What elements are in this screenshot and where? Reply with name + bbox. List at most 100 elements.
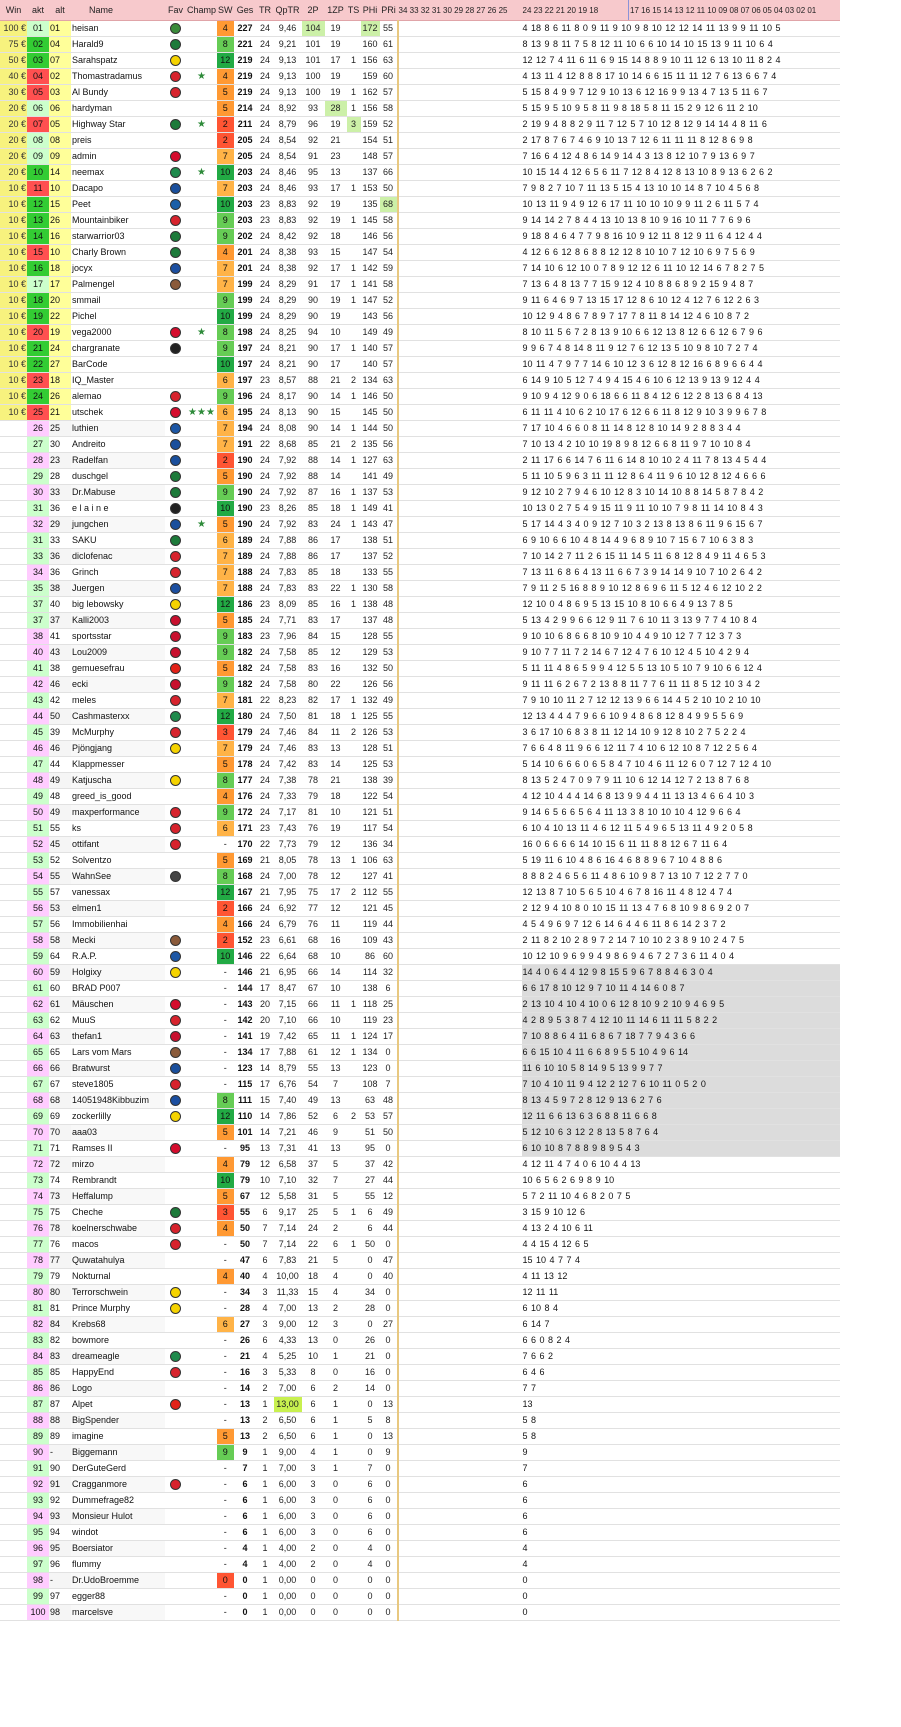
header-akt[interactable]: akt	[27, 0, 49, 21]
table-row[interactable]: 79 79 Nokturnal 4 40 4 10,00 18 4 0 40 4 11 13 12	[0, 1268, 840, 1285]
table-row[interactable]: 50 49 maxperformance 9 172 24 7,17 81 10 121 51 9 1…	[0, 804, 840, 821]
table-row[interactable]: 53 52 Solventzo 5 169 21 8,05 78 13 1 106 63 5 19 11…	[0, 852, 840, 869]
header-phi[interactable]: PHi	[360, 0, 380, 21]
table-row[interactable]: 60 59 Holgixy -146 21 6,95 66 14 114 32 14 4 0 6 4…	[0, 964, 840, 981]
table-row[interactable]: 32 29 jungchen ★ 5 190 24 7,92 83 24 1 143 47 5 17 14…	[0, 516, 840, 533]
player-name[interactable]: 14051948Kibbuzim	[71, 1092, 165, 1109]
player-name[interactable]: Grinch	[71, 564, 165, 581]
table-row[interactable]: 26 25 luthien 7 194 24 8,08 90 14 1 144 50 7 17 10 4…	[0, 420, 840, 437]
table-row[interactable]: 38 41 sportsstar 9 183 23 7,96 84 15 128 55 9 10 10…	[0, 628, 840, 645]
table-row[interactable]: 10 €25 21 utschek ★★★ 6 195 24 8,13 90 15 145 50 6 1…	[0, 404, 840, 421]
player-name[interactable]: Radelfan	[71, 452, 165, 469]
player-name[interactable]: Nokturnal	[71, 1268, 165, 1285]
player-name[interactable]: Boersiator	[71, 1540, 165, 1557]
table-row[interactable]: 100 98 marcelsve -0 1 0,00 0 0 0 0 0	[0, 1604, 840, 1621]
player-name[interactable]: egger88	[71, 1588, 165, 1605]
player-name[interactable]: Terrorschwein	[71, 1284, 165, 1301]
table-row[interactable]: 74 73 Heffalump 5 67 12 5,58 31 5 55 12 5 7 2 11 10…	[0, 1188, 840, 1205]
table-row[interactable]: 20 €10 14 neemax ★ 10 203 24 8,46 95 13 137 66 10 15…	[0, 164, 840, 181]
player-name[interactable]: e l a i n e	[71, 500, 165, 517]
player-name[interactable]: vanessax	[71, 884, 165, 901]
table-row[interactable]: 62 61 Mäuschen -143 20 7,15 66 11 1 118 25 2 13 10 …	[0, 996, 840, 1013]
player-name[interactable]: jungchen	[71, 516, 165, 533]
player-name[interactable]: Rembrandt	[71, 1172, 165, 1189]
table-row[interactable]: 67 67 steve1805-115 17 6,76 54 7 108 7 7 10 4 10 …	[0, 1076, 840, 1093]
player-name[interactable]: Al Bundy	[71, 84, 165, 101]
table-row[interactable]: 48 49 Katjuscha 8 177 24 7,38 78 21 138 39 8 13 5 2…	[0, 772, 840, 789]
table-row[interactable]: 98- Dr.UdoBroemme 0 0 1 0,00 0 0 0 0 0	[0, 1572, 840, 1589]
table-row[interactable]: 10 €13 26 Mountainbiker 9 203 23 8,83 92 19 1 145 5…	[0, 212, 840, 229]
player-name[interactable]: starwarrior03	[71, 228, 165, 245]
table-row[interactable]: 83 82 bowmore -26 6 4,33 13 0 26 0 6 6 0 8 2 4	[0, 1332, 840, 1349]
table-row[interactable]: 10 €18 20 smmail 9 199 24 8,29 90 19 1 147 52 9 11 6…	[0, 292, 840, 309]
player-name[interactable]: Lars vom Mars	[71, 1044, 165, 1061]
player-name[interactable]: Highway Star	[71, 116, 165, 133]
player-name[interactable]: ecki	[71, 676, 165, 693]
table-row[interactable]: 68 68 14051948Kibbuzim 8 111 15 7,40 49 13 63 48 8 …	[0, 1092, 840, 1109]
table-row[interactable]: 47 44 Klappmesser 5 178 24 7,42 83 14 125 53 5 14 1…	[0, 756, 840, 773]
table-row[interactable]: 31 36 e l a i n e 10 190 23 8,26 85 18 1 149 41 10 1…	[0, 500, 840, 517]
table-row[interactable]: 42 46 ecki 9 182 24 7,58 80 22 126 56 9 11 11 6 2 6…	[0, 676, 840, 693]
player-name[interactable]: Palmengel	[71, 276, 165, 293]
table-row[interactable]: 34 36 Grinch 7 188 24 7,83 85 18 133 55 7 13 11 6 8…	[0, 564, 840, 581]
table-row[interactable]: 10 €16 18 jocyx 7 201 24 8,38 92 17 1 142 59 7 14 10…	[0, 260, 840, 277]
table-row[interactable]: 49 48 greed_is_good 4 176 24 7,33 79 18 122 54 4 12…	[0, 788, 840, 805]
table-row[interactable]: 92 91 Cragganmore -6 1 6,00 3 0 6 0 6	[0, 1476, 840, 1493]
table-row[interactable]: 82 84 Krebs68 6 27 3 9,00 12 3 0 27 6 14 7	[0, 1316, 840, 1333]
player-name[interactable]: steve1805	[71, 1076, 165, 1093]
table-row[interactable]: 64 63 thefan1-141 19 7,42 65 11 1 124 17 7 10 8 8 …	[0, 1028, 840, 1045]
table-row[interactable]: 51 55 ks 6 171 23 7,43 76 19 117 54 6 10 4 10 13 11…	[0, 820, 840, 837]
player-name[interactable]: sportsstar	[71, 628, 165, 645]
player-name[interactable]: ks	[71, 820, 165, 837]
player-name[interactable]: Quwatahulya	[71, 1252, 165, 1269]
player-name[interactable]: vega2000	[71, 324, 165, 341]
player-name[interactable]: Thomastradamus	[71, 68, 165, 85]
table-row[interactable]: 61 60 BRAD P007-144 17 8,47 67 10 138 6 6 6 17 8 …	[0, 980, 840, 997]
player-name[interactable]: Lou2009	[71, 644, 165, 661]
table-row[interactable]: 91 90 DerGuteGerd -7 1 7,00 3 1 7 0 7	[0, 1460, 840, 1477]
table-row[interactable]: 10 €11 10 Dacapo 7 203 24 8,46 93 17 1 153 50 7 9 8 …	[0, 180, 840, 197]
table-row[interactable]: 59 64 R.A.P. 10 146 22 6,64 68 10 86 60 10 12 10 9 …	[0, 948, 840, 965]
player-name[interactable]: Heffalump	[71, 1188, 165, 1205]
player-name[interactable]: Prince Murphy	[71, 1300, 165, 1317]
table-row[interactable]: 99 97 egger88-0 1 0,00 0 0 0 0 0	[0, 1588, 840, 1605]
player-name[interactable]: Andreito	[71, 436, 165, 453]
player-name[interactable]: flummy	[71, 1556, 165, 1573]
table-row[interactable]: 20 €09 09 admin 7 205 24 8,54 91 23 148 57 7 16 6 4…	[0, 148, 840, 165]
player-name[interactable]: admin	[71, 148, 165, 165]
table-row[interactable]: 89 89 imagine 5 13 2 6,50 6 1 0 13 5 8	[0, 1428, 840, 1445]
table-row[interactable]: 52 45 ottifant -170 22 7,73 79 12 136 34 16 0 6 6 …	[0, 836, 840, 853]
header-fav[interactable]: Fav	[165, 0, 186, 21]
table-row[interactable]: 100 €01 01 heisan 4 227 24 9,46 104 19 172 55 4 18 …	[0, 20, 840, 37]
player-name[interactable]: Pjöngjang	[71, 740, 165, 757]
header-name[interactable]: Name	[71, 0, 165, 21]
table-row[interactable]: 10 €23 18 IQ_Master 6 197 23 8,57 88 21 2 134 63 6 1…	[0, 372, 840, 389]
table-row[interactable]: 57 56 Immobilienhai 4 166 24 6,79 76 11 119 44 4 5 …	[0, 916, 840, 933]
player-name[interactable]: alemao	[71, 388, 165, 405]
player-name[interactable]: gemuesefrau	[71, 660, 165, 677]
player-name[interactable]: greed_is_good	[71, 788, 165, 805]
table-row[interactable]: 40 €04 02 Thomastradamus ★ 4 219 24 9,13 100 19 15…	[0, 68, 840, 85]
player-name[interactable]: McMurphy	[71, 724, 165, 741]
table-row[interactable]: 86 86 Logo -14 2 7,00 6 2 14 0 7 7	[0, 1380, 840, 1397]
player-name[interactable]: Harald9	[71, 36, 165, 53]
table-row[interactable]: 71 71 Ramses II -95 13 7,31 41 13 95 0 6 10 10 8 7…	[0, 1140, 840, 1157]
player-name[interactable]: IQ_Master	[71, 372, 165, 389]
table-row[interactable]: 78 77 Quwatahulya -47 6 7,83 21 5 0 47 15 10 4 7 7…	[0, 1252, 840, 1269]
player-name[interactable]: Logo	[71, 1380, 165, 1397]
table-row[interactable]: 88 88 BigSpender -13 2 6,50 6 1 5 8 5 8	[0, 1412, 840, 1429]
table-row[interactable]: 69 69 zockerlilly 12 110 14 7,86 52 6 2 53 57 12 11 …	[0, 1108, 840, 1125]
player-name[interactable]: Mountainbiker	[71, 212, 165, 229]
table-row[interactable]: 66 66 Bratwurst -123 14 8,79 55 13 123 0 11 6 10 1…	[0, 1060, 840, 1077]
table-row[interactable]: 65 65 Lars vom Mars -134 17 7,88 61 12 1 134 0 6 6 …	[0, 1044, 840, 1061]
table-row[interactable]: 29 28 duschgel 5 190 24 7,92 88 14 141 49 5 11 10 5…	[0, 468, 840, 485]
header-qptr[interactable]: QpTR	[273, 0, 302, 21]
table-row[interactable]: 20 €07 05 Highway Star ★ 2 211 24 8,79 96 19 3 159 5…	[0, 116, 840, 133]
table-row[interactable]: 44 50 Cashmasterxx 12 180 24 7,50 81 18 1 125 55 12 …	[0, 708, 840, 725]
player-name[interactable]: Klappmesser	[71, 756, 165, 773]
table-row[interactable]: 90- Biggemann 9 9 1 9,00 4 1 0 9 9	[0, 1444, 840, 1461]
player-name[interactable]: Mäuschen	[71, 996, 165, 1013]
table-row[interactable]: 94 93 Monsieur Hulot -6 1 6,00 3 0 6 0 6	[0, 1508, 840, 1525]
table-row[interactable]: 95 94 windot -6 1 6,00 3 0 6 0 6	[0, 1524, 840, 1541]
table-row[interactable]: 10 €14 16 starwarrior03 9 202 24 8,42 92 18 146 56…	[0, 228, 840, 245]
